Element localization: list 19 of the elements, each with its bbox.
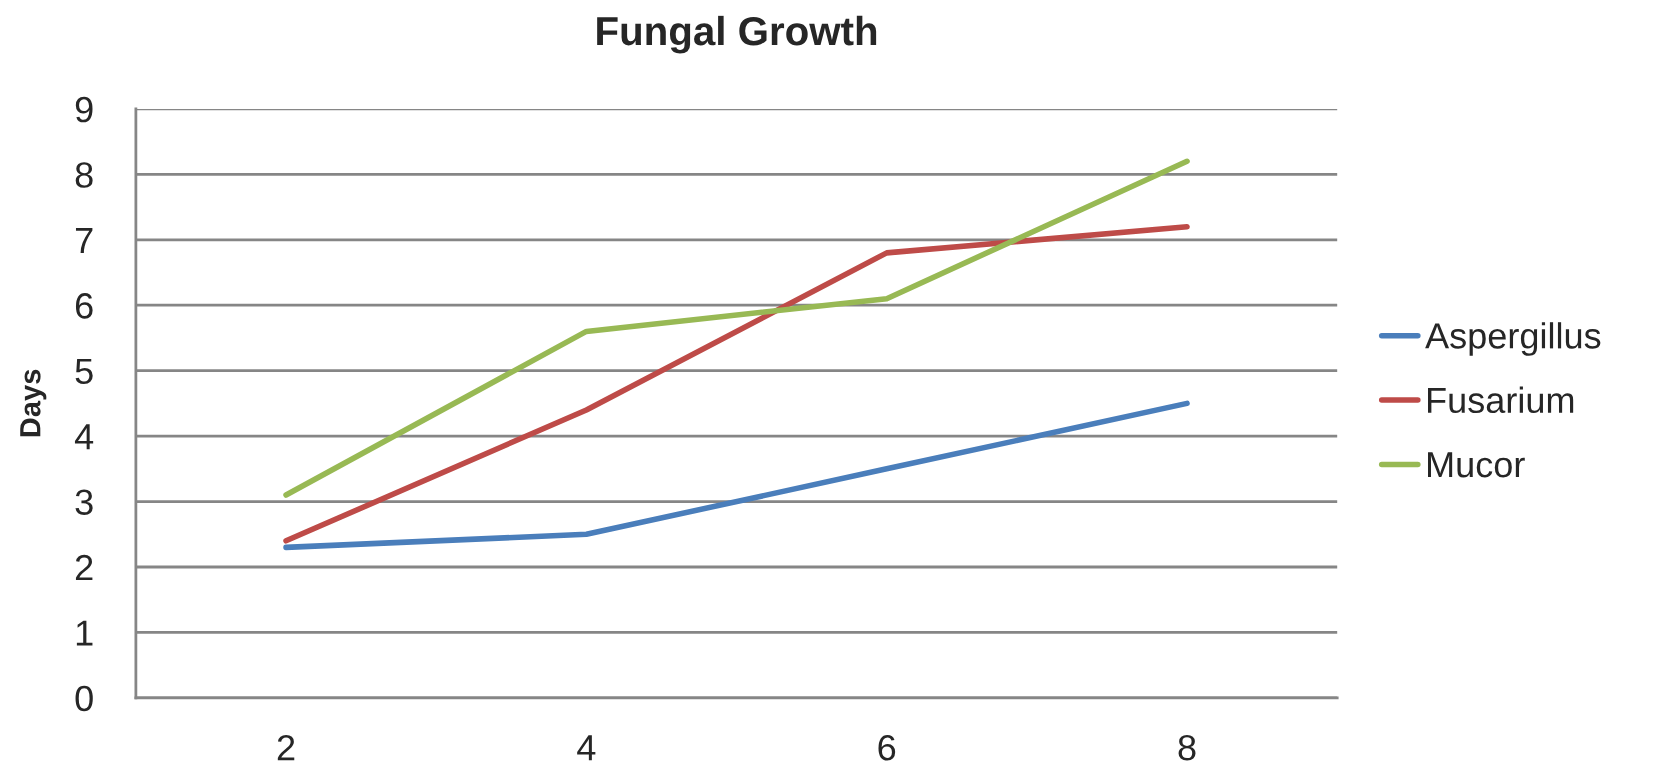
chart-title: Fungal Growth [597,15,877,54]
legend-label: Aspergillus [1425,322,1601,356]
y-tick-label: 5 [75,358,93,385]
x-tick-label: 6 [878,734,896,761]
y-tick-label: 3 [75,489,93,515]
y-tick-label: 7 [75,228,93,253]
y-tick-label: 0 [75,685,93,712]
y-tick-label: 4 [74,424,94,450]
y-tick-label: 6 [75,293,93,319]
y-tick-label: 1 [76,620,93,646]
y-tick-label: 2 [75,554,93,581]
legend-label: Fusarium [1428,386,1574,414]
x-tick-label: 4 [577,735,596,761]
x-tick-label: 8 [1178,734,1196,761]
y-tick-label: 9 [75,96,93,123]
x-tick-label: 2 [277,734,295,761]
y-tick-label: 8 [75,162,93,188]
legend-label: Mucor [1428,452,1525,478]
y-axis-title: Days [20,369,47,437]
